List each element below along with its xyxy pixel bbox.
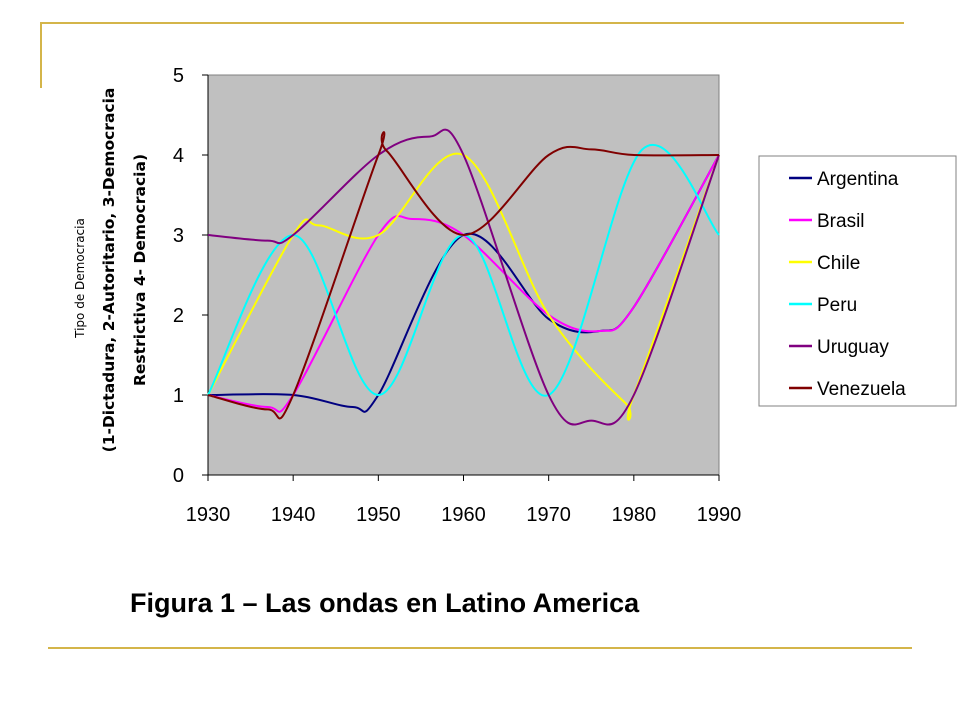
legend-label: Brasil	[817, 211, 865, 232]
y-tick-label: 3	[173, 225, 184, 247]
legend-label: Uruguay	[817, 337, 889, 358]
left-rule	[40, 22, 42, 88]
x-tick-label: 1960	[441, 504, 486, 526]
x-tick-label: 1990	[697, 504, 742, 526]
legend-label: Peru	[817, 295, 857, 316]
series-lines	[207, 128, 720, 426]
top-rule	[40, 22, 904, 24]
y-axis-title-line-2: (1-Dictadura, 2-Autoritario, 3-Democraci…	[100, 88, 118, 453]
figure-caption: Figura 1 – Las ondas en Latino America	[130, 588, 640, 618]
y-tick-label: 2	[173, 305, 184, 327]
legend-label: Venezuela	[817, 379, 906, 400]
y-tick-label: 1	[173, 385, 184, 407]
y-tick-label: 4	[173, 145, 184, 167]
y-tick-label: 0	[173, 465, 184, 487]
x-tick-label: 1930	[186, 504, 231, 526]
legend: Argentina Brasil Chile Peru Uruguay Venezuela	[758, 155, 957, 407]
legend-label: Chile	[817, 253, 860, 274]
y-axis-title-line-3: Restrictiva 4- Democracia)	[131, 154, 149, 386]
x-tick-label: 1950	[356, 504, 401, 526]
axes: 0 1 2 3 4 5 1930 1940 1950 1960 1970 1980 1990	[173, 65, 741, 526]
y-axis-title: Tipo de Democracia (1-Dictadura, 2-Autori…	[73, 88, 149, 453]
x-tick-label: 1940	[271, 504, 316, 526]
series-line-venezuela	[207, 131, 720, 420]
legend-box	[758, 155, 957, 407]
x-tick-label: 1980	[612, 504, 657, 526]
plot-area	[207, 74, 720, 476]
series-line-uruguay	[207, 128, 720, 426]
legend-label: Argentina	[817, 169, 899, 190]
x-tick-label: 1970	[526, 504, 571, 526]
y-axis-title-line-1: Tipo de Democracia	[73, 218, 87, 339]
y-tick-label: 5	[173, 65, 184, 87]
bottom-rule	[48, 647, 912, 649]
